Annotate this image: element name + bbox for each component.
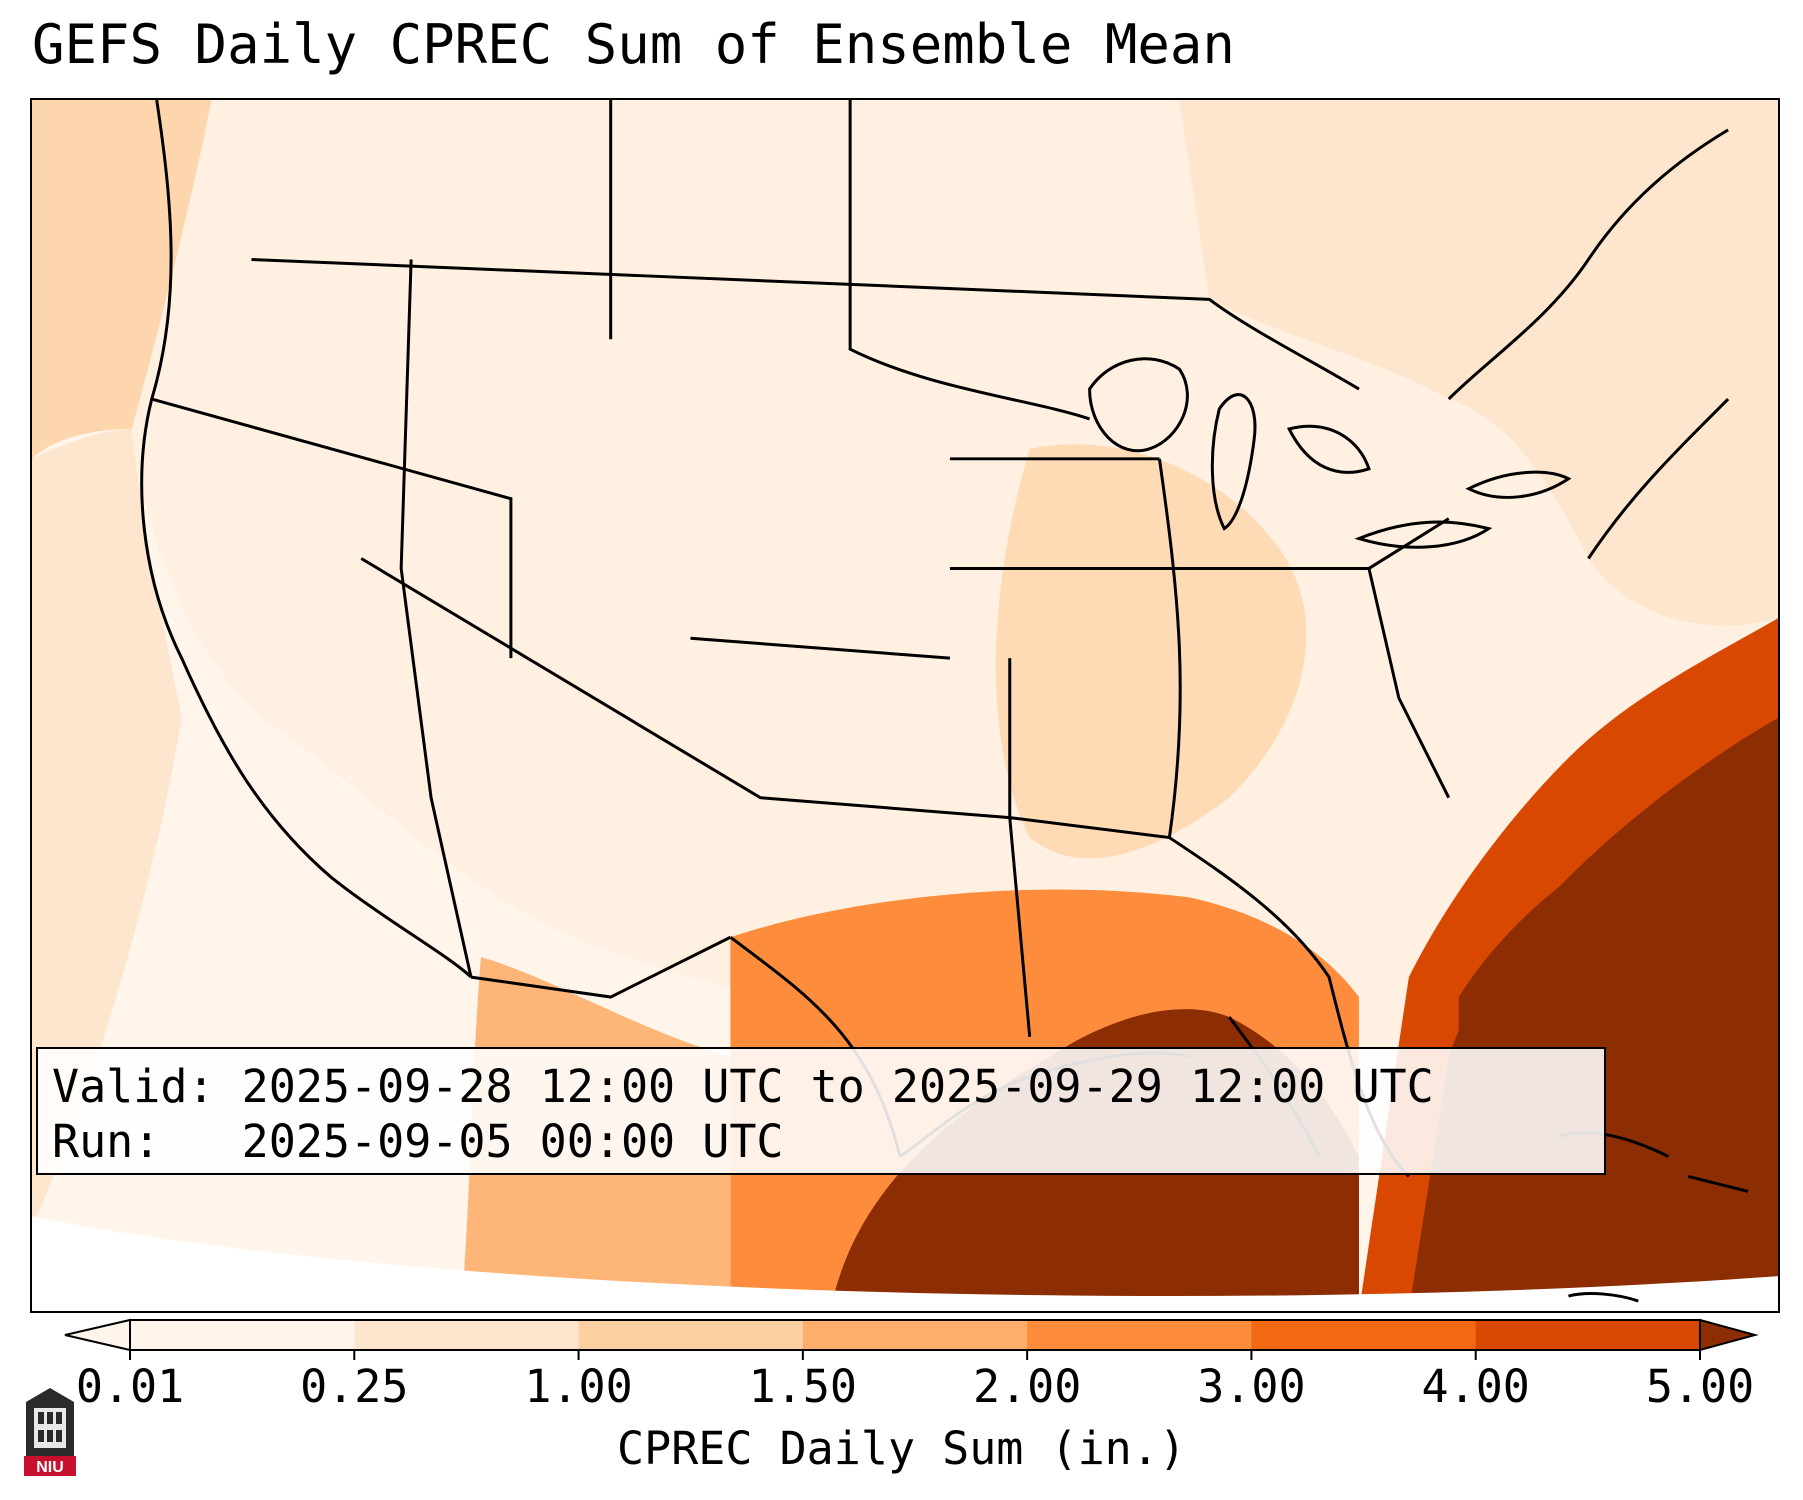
colorbar-outline [129, 1319, 1701, 1351]
run-value: 2025-09-05 00:00 UTC [241, 1115, 784, 1168]
colorbar-segments [64, 1318, 1759, 1352]
colorbar-segment [130, 1320, 355, 1350]
colorbar-tick-label: 5.00 [1645, 1360, 1755, 1413]
pacific-light [32, 428, 182, 1227]
midwest-shading [995, 444, 1307, 859]
colorbar-segment [1027, 1320, 1252, 1350]
niu-logo-icon: NIU [24, 1388, 76, 1476]
colorbar-tick-label: 0.01 [75, 1360, 185, 1413]
colorbar-segment [1251, 1320, 1477, 1350]
great-lakes [1088, 357, 1572, 549]
page-title: GEFS Daily CPREC Sum of Ensemble Mean [32, 13, 1235, 76]
colorbar-segment [1475, 1320, 1701, 1350]
valid-value: 2025-09-28 12:00 UTC to 2025-09-29 12:00… [241, 1060, 1434, 1113]
colorbar-segment [802, 1320, 1028, 1350]
colorbar-tick-label: 1.50 [748, 1360, 858, 1413]
colorbar-segment [578, 1320, 804, 1350]
domain-edge [32, 1216, 1778, 1311]
northeast-shading [1179, 100, 1778, 626]
colorbar-extend-low [64, 1318, 131, 1352]
valid-run-info-box: Valid: 2025-09-28 12:00 UTC to 2025-09-2… [36, 1047, 1606, 1175]
colorbar-segment [354, 1320, 580, 1350]
colorbar-tick-label: 4.00 [1421, 1360, 1530, 1413]
colorbar-tick-label: 0.25 [300, 1360, 409, 1413]
colorbar-label: CPREC Daily Sum (in.) [617, 1422, 1186, 1475]
valid-label: Valid: [52, 1060, 215, 1113]
run-label: Run: [52, 1115, 161, 1168]
colorbar-tick-label: 2.00 [972, 1360, 1082, 1413]
colorbar-tick-label: 3.00 [1197, 1360, 1306, 1413]
colorbar-ticks [129, 1350, 1701, 1360]
colorbar-tick-label: 1.00 [524, 1360, 633, 1413]
logo-text: NIU [36, 1459, 64, 1476]
colorbar [64, 1318, 1759, 1360]
colorbar-extend-high [1699, 1318, 1759, 1352]
